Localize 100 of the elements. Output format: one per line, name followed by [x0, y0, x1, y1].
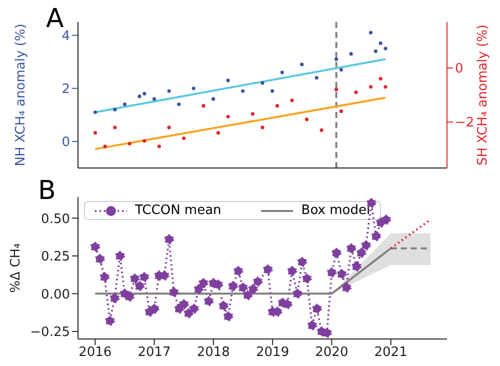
point [339, 68, 344, 72]
y2-tick-label: 0 [455, 62, 464, 77]
point [384, 46, 388, 50]
point [93, 131, 98, 135]
point [213, 280, 224, 290]
point [307, 320, 318, 330]
point [124, 292, 134, 302]
point [93, 110, 98, 114]
point [142, 139, 146, 143]
point [368, 85, 373, 89]
point [300, 62, 304, 66]
y-axis-title: %Δ CH₄ [8, 243, 24, 293]
point [378, 41, 382, 46]
y-axis-title: NH XCH₄ anomaly (%) [14, 24, 29, 166]
y2-axis-title: SH XCH₄ anomaly (%) [476, 24, 491, 166]
point [104, 316, 115, 326]
point [374, 49, 378, 53]
point [354, 90, 358, 94]
point [113, 126, 117, 130]
y-tick-label: 0.50 [41, 212, 70, 227]
point [198, 278, 208, 288]
point [233, 266, 244, 276]
point [334, 57, 338, 61]
point [346, 243, 356, 254]
point [349, 52, 353, 56]
point [270, 89, 274, 93]
point [167, 126, 171, 130]
chart-title: A [46, 4, 64, 34]
point [159, 270, 170, 281]
y2-tick-label: −2 [455, 116, 474, 131]
point [292, 288, 302, 299]
point [360, 240, 371, 250]
point [130, 274, 140, 284]
point [139, 272, 150, 282]
point [114, 250, 125, 261]
point [103, 144, 107, 148]
point [168, 287, 179, 298]
point [152, 97, 156, 101]
point [157, 144, 161, 148]
point [287, 266, 298, 276]
point [368, 30, 373, 34]
point [304, 118, 309, 122]
point [164, 234, 174, 244]
point [194, 284, 204, 294]
point [142, 92, 146, 96]
point [128, 142, 132, 146]
legend-label: Box model [300, 203, 370, 218]
point [381, 214, 392, 225]
point [252, 276, 263, 287]
point [378, 76, 382, 81]
y-tick-label: −0.25 [30, 325, 70, 340]
x-tick-label: 2019 [256, 345, 290, 360]
point [228, 281, 238, 292]
point [336, 269, 347, 280]
point [312, 304, 322, 314]
point [167, 89, 171, 93]
y-tick-label: 2 [62, 82, 70, 97]
chart-title: B [38, 176, 56, 206]
point [212, 97, 216, 101]
point [322, 328, 332, 338]
y-tick-label: 4 [62, 28, 70, 44]
y-tick-label: 0.00 [41, 287, 70, 302]
y-tick-label: 0.25 [41, 250, 70, 265]
point [356, 248, 366, 258]
point [226, 114, 230, 118]
point [192, 86, 196, 90]
legend-label: TCCON mean [134, 203, 222, 218]
point [223, 311, 234, 322]
point [262, 264, 273, 275]
point [290, 98, 294, 102]
point [282, 299, 292, 310]
point [248, 284, 258, 294]
point [188, 304, 199, 314]
x-tick-label: 2021 [374, 345, 408, 360]
point [178, 299, 189, 310]
x-tick-label: 2017 [138, 345, 171, 360]
x-tick-label: 2016 [78, 345, 112, 360]
point [302, 274, 312, 284]
point [202, 104, 206, 108]
point [260, 81, 264, 85]
point [138, 94, 142, 98]
point [242, 290, 253, 300]
x-tick-label: 2018 [196, 345, 230, 360]
point [177, 102, 181, 106]
point [122, 102, 127, 106]
point [320, 128, 324, 132]
point [280, 70, 284, 74]
x-tick-label: 2020 [315, 345, 348, 360]
point [334, 88, 338, 92]
point [226, 78, 230, 82]
point [218, 300, 228, 311]
point [134, 281, 144, 292]
point [113, 108, 117, 112]
point [90, 242, 100, 252]
point [94, 254, 105, 264]
point [250, 112, 254, 116]
point [371, 231, 382, 242]
point [314, 76, 318, 80]
point [149, 304, 160, 314]
point [326, 268, 337, 278]
